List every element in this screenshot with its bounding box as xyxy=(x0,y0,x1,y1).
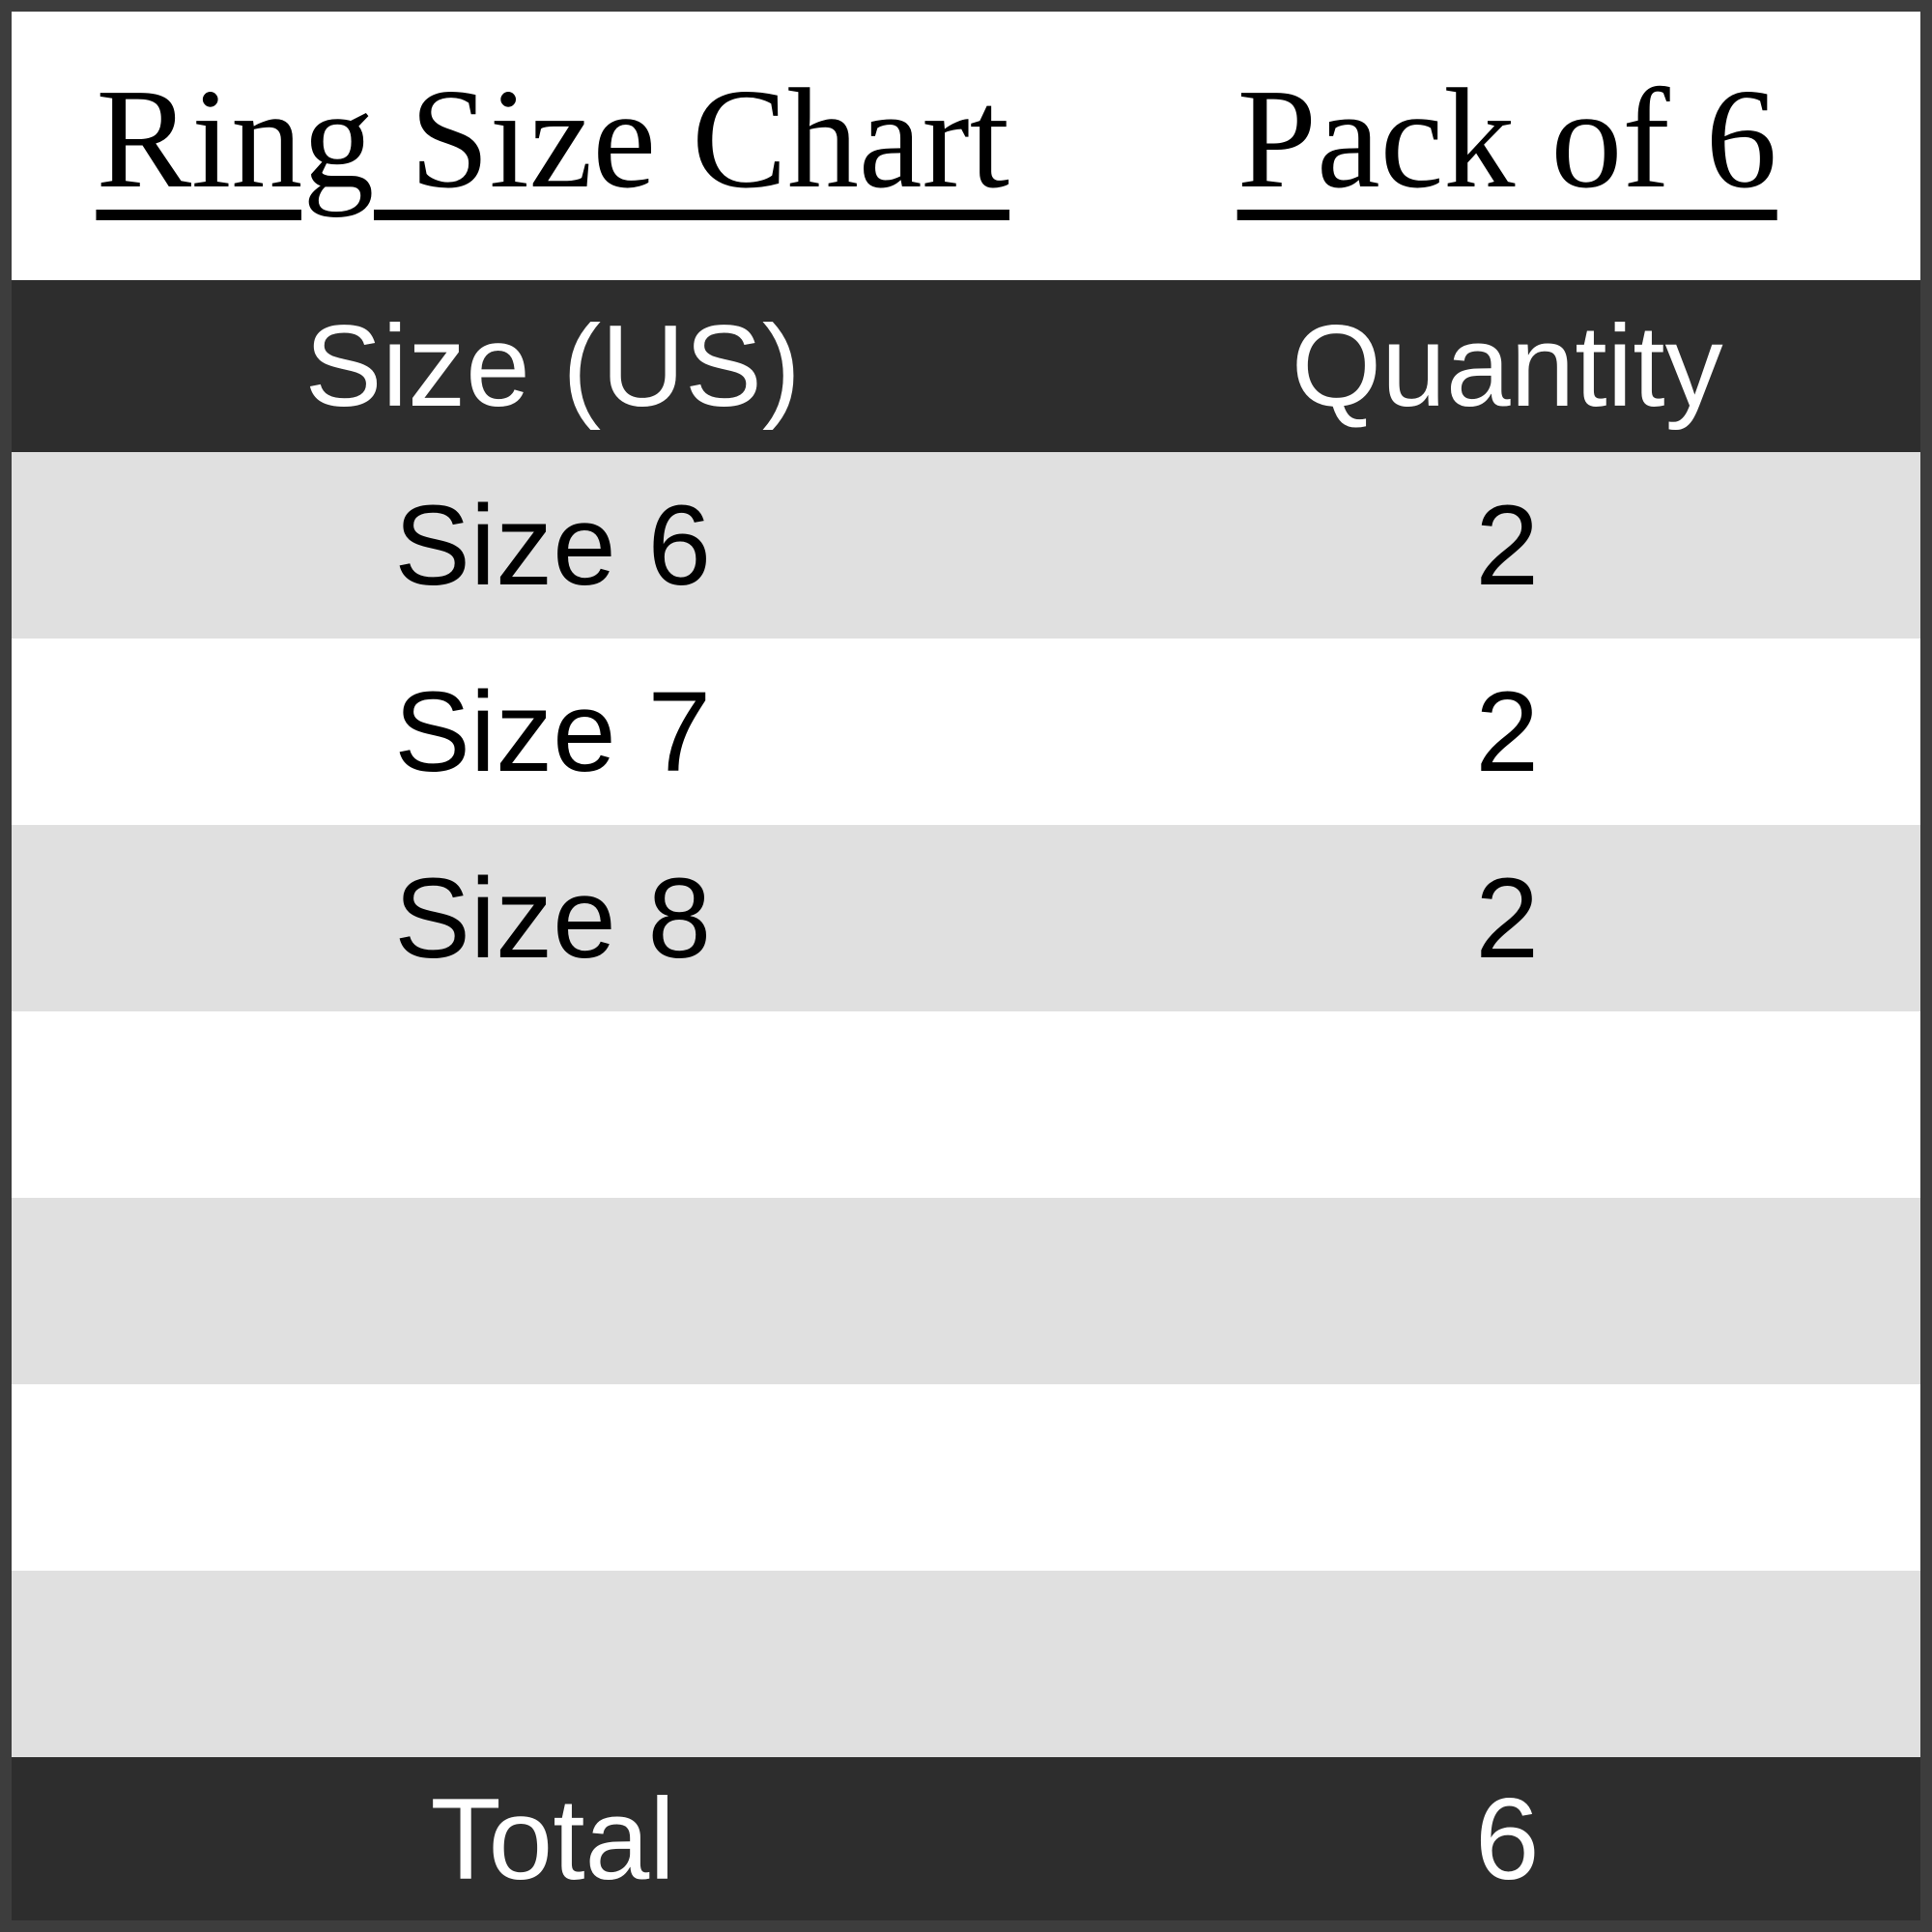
column-header-size-us: Size (US) xyxy=(304,301,801,431)
size-cell: Size 8 xyxy=(394,854,712,982)
table-footer-row: Total 6 xyxy=(12,1757,1920,1920)
total-label: Total xyxy=(430,1774,675,1904)
pack-of-6-title: Pack of 6 xyxy=(1236,60,1777,218)
table-header-row: Size (US) Quantity xyxy=(12,280,1920,452)
title-bar: Ring Size Chart Pack of 6 xyxy=(12,12,1920,280)
quantity-cell: 2 xyxy=(1475,854,1539,982)
table-row: Size 6 2 xyxy=(12,452,1920,639)
size-cell: Size 7 xyxy=(394,668,712,796)
table-row: Size 7 2 xyxy=(12,639,1920,825)
title-right-cell: Pack of 6 xyxy=(1094,57,1920,221)
table-row-empty xyxy=(12,1198,1920,1384)
size-cell: Size 6 xyxy=(394,481,712,610)
table-row-empty xyxy=(12,1384,1920,1571)
table-row-empty xyxy=(12,1571,1920,1757)
column-header-quantity: Quantity xyxy=(1291,301,1723,431)
table-row-empty xyxy=(12,1011,1920,1198)
title-left-cell: Ring Size Chart xyxy=(12,57,1094,221)
table-row: Size 8 2 xyxy=(12,825,1920,1011)
ring-size-chart-title: Ring Size Chart xyxy=(96,60,1009,218)
total-value: 6 xyxy=(1474,1774,1540,1904)
quantity-cell: 2 xyxy=(1475,481,1539,610)
quantity-cell: 2 xyxy=(1475,668,1539,796)
